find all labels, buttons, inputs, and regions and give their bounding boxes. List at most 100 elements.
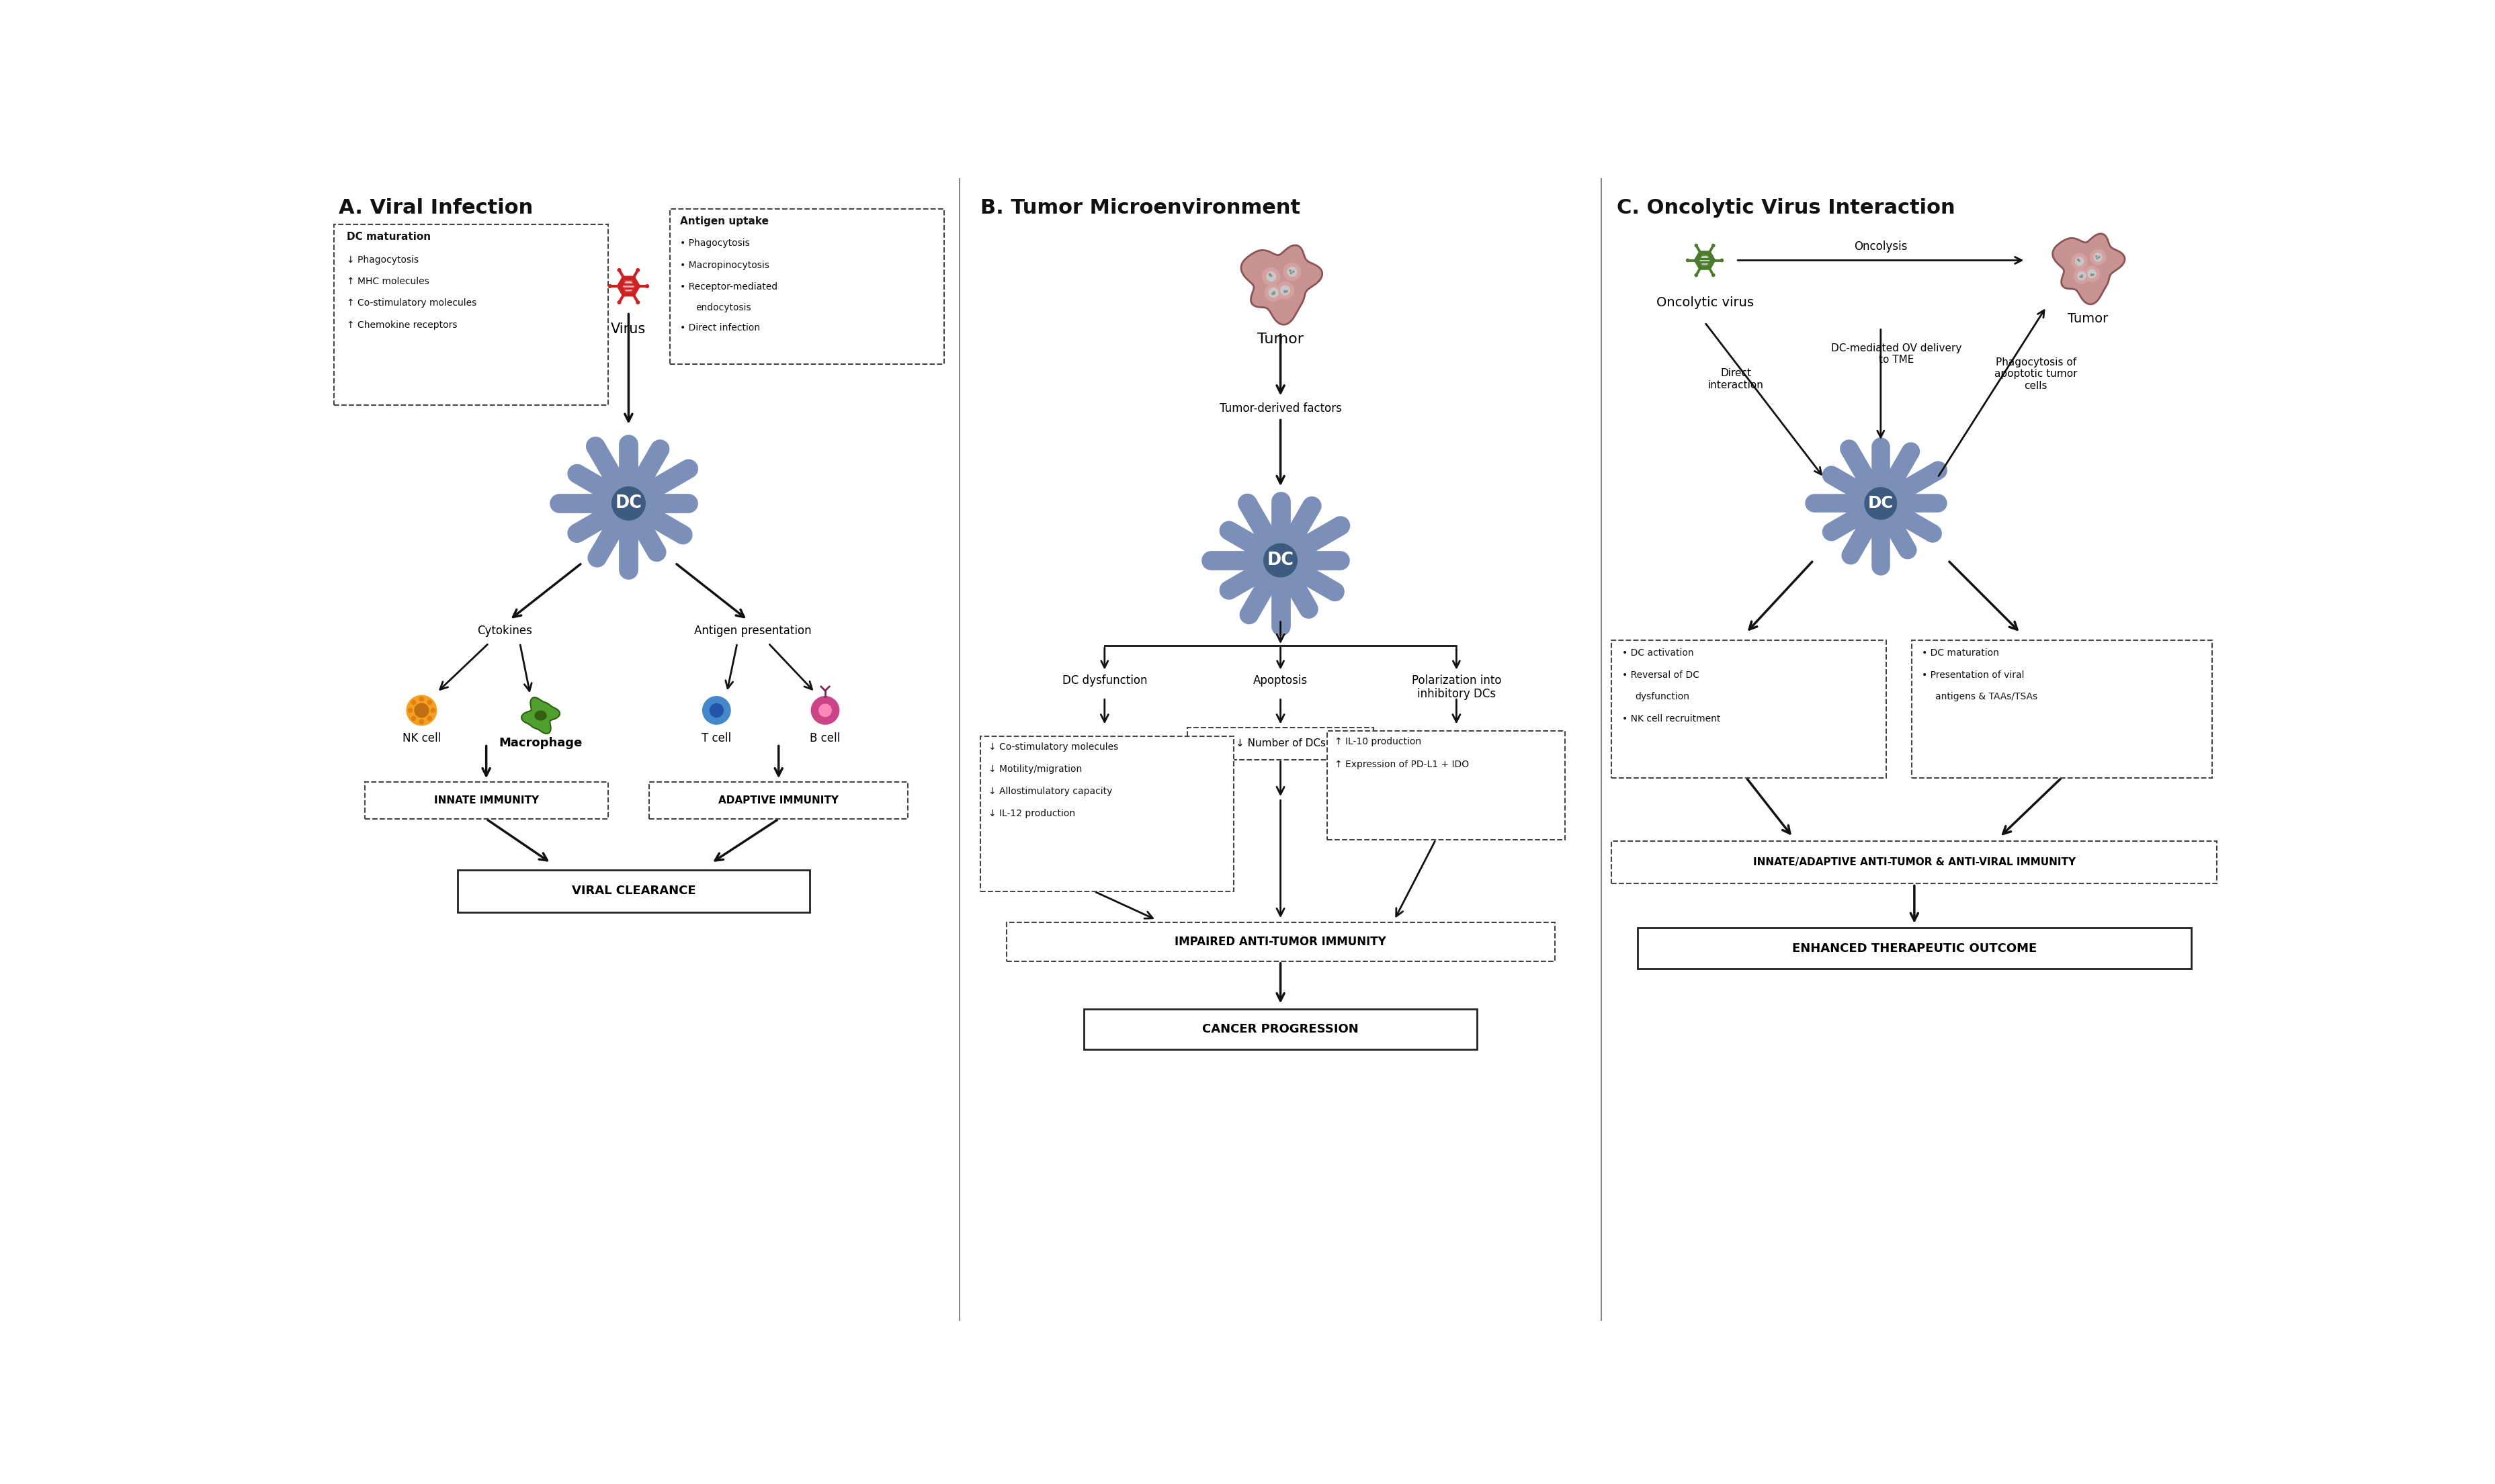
FancyBboxPatch shape bbox=[1188, 727, 1375, 760]
Text: • DC maturation: • DC maturation bbox=[1921, 649, 1998, 657]
Circle shape bbox=[2091, 249, 2106, 264]
Circle shape bbox=[2076, 257, 2083, 266]
Text: Polarization into
inhibitory DCs: Polarization into inhibitory DCs bbox=[1412, 674, 1502, 700]
Text: ↑ Chemokine receptors: ↑ Chemokine receptors bbox=[347, 321, 457, 329]
Circle shape bbox=[409, 708, 412, 712]
Circle shape bbox=[2093, 254, 2103, 261]
FancyBboxPatch shape bbox=[334, 224, 609, 405]
Circle shape bbox=[1694, 245, 1697, 246]
Text: Direct
interaction: Direct interaction bbox=[1709, 368, 1764, 390]
Circle shape bbox=[1694, 273, 1697, 276]
Circle shape bbox=[412, 717, 417, 720]
Text: IMPAIRED ANTI-TUMOR IMMUNITY: IMPAIRED ANTI-TUMOR IMMUNITY bbox=[1175, 935, 1387, 948]
Circle shape bbox=[1285, 263, 1300, 280]
FancyBboxPatch shape bbox=[671, 209, 943, 364]
Text: endocytosis: endocytosis bbox=[696, 303, 751, 312]
Circle shape bbox=[1849, 472, 1911, 534]
FancyBboxPatch shape bbox=[1612, 641, 1886, 778]
Circle shape bbox=[2071, 254, 2086, 269]
Polygon shape bbox=[621, 280, 634, 291]
Text: B cell: B cell bbox=[811, 732, 841, 743]
FancyBboxPatch shape bbox=[1612, 841, 2218, 883]
Text: Tumor: Tumor bbox=[1257, 332, 1305, 346]
Circle shape bbox=[1248, 528, 1312, 594]
Polygon shape bbox=[616, 276, 639, 295]
Circle shape bbox=[609, 285, 611, 288]
Circle shape bbox=[414, 703, 429, 717]
Text: DC dysfunction: DC dysfunction bbox=[1063, 674, 1148, 686]
Circle shape bbox=[1267, 272, 1275, 280]
Text: ↓ IL-12 production: ↓ IL-12 production bbox=[988, 809, 1075, 819]
FancyBboxPatch shape bbox=[981, 736, 1235, 892]
Polygon shape bbox=[1240, 245, 1322, 325]
FancyBboxPatch shape bbox=[364, 782, 609, 819]
Text: CANCER PROGRESSION: CANCER PROGRESSION bbox=[1203, 1022, 1360, 1034]
Circle shape bbox=[1864, 488, 1896, 519]
Text: DC: DC bbox=[1267, 552, 1295, 568]
Text: ↓ Allostimulatory capacity: ↓ Allostimulatory capacity bbox=[988, 787, 1113, 797]
Text: ↑ Co-stimulatory molecules: ↑ Co-stimulatory molecules bbox=[347, 298, 477, 309]
Polygon shape bbox=[521, 697, 559, 733]
Text: T cell: T cell bbox=[701, 732, 731, 743]
Circle shape bbox=[427, 700, 432, 705]
Circle shape bbox=[2078, 272, 2086, 280]
Text: VIRAL CLEARANCE: VIRAL CLEARANCE bbox=[571, 884, 696, 896]
Circle shape bbox=[818, 703, 831, 717]
Text: DC-mediated OV delivery
to TME: DC-mediated OV delivery to TME bbox=[1831, 343, 1961, 365]
Circle shape bbox=[1265, 543, 1297, 577]
Text: DC: DC bbox=[1869, 496, 1894, 512]
Circle shape bbox=[1270, 288, 1277, 297]
Circle shape bbox=[596, 470, 661, 536]
Text: ↓ Motility/migration: ↓ Motility/migration bbox=[988, 764, 1083, 775]
Text: Cytokines: Cytokines bbox=[477, 625, 531, 637]
Text: Virus: Virus bbox=[611, 322, 646, 335]
Circle shape bbox=[1262, 269, 1280, 285]
Circle shape bbox=[1287, 267, 1297, 276]
Circle shape bbox=[619, 301, 621, 304]
Text: • DC activation: • DC activation bbox=[1622, 649, 1694, 657]
Circle shape bbox=[709, 703, 724, 717]
Text: NK cell: NK cell bbox=[402, 732, 442, 743]
Polygon shape bbox=[1694, 251, 1714, 269]
Text: Antigen presentation: Antigen presentation bbox=[694, 625, 811, 637]
Text: • Presentation of viral: • Presentation of viral bbox=[1921, 671, 2023, 680]
Text: INNATE/ADAPTIVE ANTI-TUMOR & ANTI-VIRAL IMMUNITY: INNATE/ADAPTIVE ANTI-TUMOR & ANTI-VIRAL … bbox=[1754, 858, 2076, 868]
FancyBboxPatch shape bbox=[1083, 1009, 1477, 1049]
Text: ↓ Co-stimulatory molecules: ↓ Co-stimulatory molecules bbox=[988, 742, 1118, 752]
Text: ADAPTIVE IMMUNITY: ADAPTIVE IMMUNITY bbox=[719, 795, 838, 806]
Circle shape bbox=[1722, 258, 1724, 261]
Circle shape bbox=[2088, 270, 2096, 278]
Circle shape bbox=[419, 697, 424, 700]
FancyBboxPatch shape bbox=[1637, 927, 2191, 969]
Circle shape bbox=[2083, 266, 2098, 282]
Circle shape bbox=[1277, 282, 1292, 298]
Circle shape bbox=[811, 697, 838, 724]
Circle shape bbox=[1265, 285, 1282, 301]
Circle shape bbox=[646, 285, 649, 288]
Circle shape bbox=[636, 269, 639, 272]
Circle shape bbox=[412, 700, 417, 705]
Polygon shape bbox=[1699, 255, 1712, 266]
Text: • Receptor-mediated: • Receptor-mediated bbox=[681, 282, 778, 291]
Text: • Macropinocytosis: • Macropinocytosis bbox=[681, 260, 768, 270]
Circle shape bbox=[427, 717, 432, 720]
Text: C. Oncolytic Virus Interaction: C. Oncolytic Virus Interaction bbox=[1617, 199, 1956, 218]
Text: A. Viral Infection: A. Viral Infection bbox=[339, 199, 534, 218]
Text: Tumor-derived factors: Tumor-derived factors bbox=[1220, 402, 1342, 414]
Text: • Phagocytosis: • Phagocytosis bbox=[681, 239, 751, 248]
Text: • Direct infection: • Direct infection bbox=[681, 324, 761, 332]
FancyBboxPatch shape bbox=[1327, 732, 1564, 840]
Text: ↑ MHC molecules: ↑ MHC molecules bbox=[347, 278, 429, 286]
Text: ↓ Number of DCs: ↓ Number of DCs bbox=[1235, 739, 1325, 748]
FancyBboxPatch shape bbox=[1005, 923, 1554, 962]
FancyBboxPatch shape bbox=[457, 870, 811, 913]
Text: Macrophage: Macrophage bbox=[499, 738, 581, 749]
Text: ↓ Phagocytosis: ↓ Phagocytosis bbox=[347, 255, 419, 264]
Text: • Reversal of DC: • Reversal of DC bbox=[1622, 671, 1699, 680]
Text: ENHANCED THERAPEUTIC OUTCOME: ENHANCED THERAPEUTIC OUTCOME bbox=[1791, 942, 2036, 954]
Text: ↑ IL-10 production: ↑ IL-10 production bbox=[1335, 738, 1422, 746]
Circle shape bbox=[704, 697, 731, 724]
Text: Apoptosis: Apoptosis bbox=[1252, 674, 1307, 686]
Circle shape bbox=[636, 301, 639, 304]
Text: antigens & TAAs/TSAs: antigens & TAAs/TSAs bbox=[1936, 692, 2038, 702]
